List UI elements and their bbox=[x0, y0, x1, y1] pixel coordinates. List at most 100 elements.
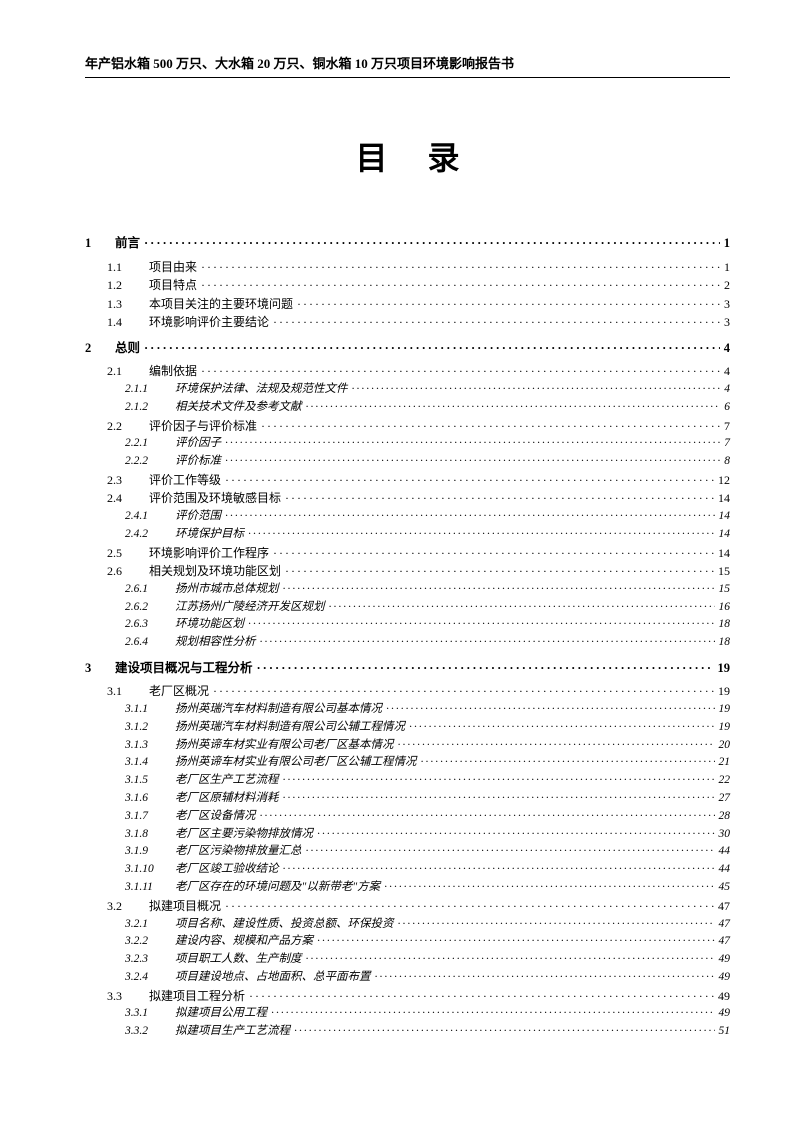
toc-leader-dots bbox=[352, 381, 721, 399]
toc-entry: 2.4.1评价范围14 bbox=[125, 508, 730, 526]
toc-entry-page: 1 bbox=[724, 258, 730, 277]
toc-entry-page: 22 bbox=[719, 772, 731, 790]
toc-entry-text: 本项目关注的主要环境问题 bbox=[149, 295, 293, 314]
table-of-contents: 1前言11.1项目由来11.2项目特点21.3本项目关注的主要环境问题31.4环… bbox=[85, 234, 730, 1041]
toc-entry: 3.1老厂区概况19 bbox=[107, 682, 730, 701]
toc-entry-page: 47 bbox=[718, 897, 730, 916]
toc-entry-text: 扬州英瑞汽车材料制造有限公司基本情况 bbox=[175, 701, 382, 719]
toc-entry-text: 编制依据 bbox=[149, 362, 197, 381]
toc-leader-dots bbox=[225, 508, 715, 526]
toc-entry-number: 2.6 bbox=[107, 562, 141, 581]
toc-entry: 3.2.1项目名称、建设性质、投资总额、环保投资47 bbox=[125, 916, 730, 934]
toc-entry-text: 评价因子 bbox=[175, 435, 221, 453]
toc-entry-number: 3.1.1 bbox=[125, 701, 167, 719]
toc-entry: 2.6.4规划相容性分析18 bbox=[125, 634, 730, 652]
toc-entry-text: 评价工作等级 bbox=[149, 471, 221, 490]
toc-entry-page: 20 bbox=[719, 737, 731, 755]
toc-entry-text: 规划相容性分析 bbox=[175, 634, 256, 652]
toc-leader-dots bbox=[306, 399, 721, 417]
toc-entry-number: 3.3.2 bbox=[125, 1023, 167, 1041]
toc-entry: 2.4评价范围及环境敏感目标14 bbox=[107, 489, 730, 508]
toc-entry-page: 27 bbox=[719, 790, 731, 808]
toc-entry-page: 47 bbox=[719, 933, 731, 951]
toc-leader-dots bbox=[317, 933, 715, 951]
toc-entry-page: 47 bbox=[719, 916, 731, 934]
toc-entry-text: 项目特点 bbox=[149, 276, 197, 295]
toc-entry: 1.4环境影响评价主要结论3 bbox=[107, 313, 730, 332]
toc-entry: 2.1编制依据4 bbox=[107, 362, 730, 381]
toc-entry-text: 评价因子与评价标准 bbox=[149, 417, 257, 436]
toc-entry-page: 49 bbox=[719, 951, 731, 969]
toc-entry-page: 51 bbox=[719, 1023, 731, 1041]
toc-entry-number: 2.4.2 bbox=[125, 526, 167, 544]
toc-entry: 2.6.1扬州市城市总体规划15 bbox=[125, 581, 730, 599]
toc-entry-text: 江苏扬州广陵经济开发区规划 bbox=[175, 599, 325, 617]
toc-entry: 3.3拟建项目工程分析49 bbox=[107, 987, 730, 1006]
toc-entry-text: 老厂区存在的环境问题及"以新带老"方案 bbox=[175, 879, 380, 897]
toc-entry-page: 15 bbox=[718, 562, 730, 581]
toc-leader-dots bbox=[285, 562, 714, 581]
toc-entry: 3.1.7老厂区设备情况28 bbox=[125, 808, 730, 826]
toc-entry: 3.2.4项目建设地点、占地面积、总平面布置49 bbox=[125, 969, 730, 987]
toc-entry: 3.1.9老厂区污染物排放量汇总44 bbox=[125, 843, 730, 861]
toc-entry-text: 环境影响评价工作程序 bbox=[149, 544, 269, 563]
toc-leader-dots bbox=[271, 1005, 715, 1023]
toc-entry-page: 1 bbox=[724, 234, 730, 253]
toc-leader-dots bbox=[283, 581, 715, 599]
toc-entry-text: 总则 bbox=[115, 339, 140, 358]
toc-leader-dots bbox=[260, 634, 715, 652]
toc-entry: 3.3.2拟建项目生产工艺流程51 bbox=[125, 1023, 730, 1041]
toc-leader-dots bbox=[248, 616, 715, 634]
toc-entry-page: 16 bbox=[719, 599, 731, 617]
toc-entry-number: 3.2.3 bbox=[125, 951, 167, 969]
toc-entry-text: 相关技术文件及参考文献 bbox=[175, 399, 302, 417]
toc-entry-page: 18 bbox=[719, 634, 731, 652]
toc-leader-dots bbox=[260, 808, 715, 826]
toc-entry-text: 扬州英瑞汽车材料制造有限公司公辅工程情况 bbox=[175, 719, 405, 737]
toc-leader-dots bbox=[201, 258, 720, 277]
toc-entry-page: 49 bbox=[719, 969, 731, 987]
toc-entry-page: 14 bbox=[719, 508, 731, 526]
toc-entry-text: 项目由来 bbox=[149, 258, 197, 277]
toc-entry-text: 扬州市城市总体规划 bbox=[175, 581, 279, 599]
toc-leader-dots bbox=[421, 754, 715, 772]
toc-entry-number: 3.3.1 bbox=[125, 1005, 167, 1023]
toc-entry-number: 3.2.2 bbox=[125, 933, 167, 951]
toc-leader-dots bbox=[297, 295, 720, 314]
toc-entry-text: 扬州英谛车材实业有限公司老厂区公辅工程情况 bbox=[175, 754, 417, 772]
toc-entry: 3.1.11老厂区存在的环境问题及"以新带老"方案45 bbox=[125, 879, 730, 897]
toc-entry: 3.1.3扬州英谛车材实业有限公司老厂区基本情况20 bbox=[125, 737, 730, 755]
toc-entry-number: 2.5 bbox=[107, 544, 141, 563]
toc-entry-page: 49 bbox=[719, 1005, 731, 1023]
toc-entry-text: 老厂区生产工艺流程 bbox=[175, 772, 279, 790]
toc-entry-page: 44 bbox=[719, 843, 731, 861]
toc-entry-number: 3.1.5 bbox=[125, 772, 167, 790]
toc-leader-dots bbox=[285, 489, 714, 508]
toc-entry-page: 3 bbox=[724, 295, 730, 314]
toc-leader-dots bbox=[317, 826, 715, 844]
toc-entry: 2.1.2相关技术文件及参考文献6 bbox=[125, 399, 730, 417]
toc-leader-dots bbox=[273, 313, 720, 332]
toc-entry-page: 4 bbox=[724, 339, 730, 358]
toc-leader-dots bbox=[283, 790, 715, 808]
toc-leader-dots bbox=[398, 737, 715, 755]
toc-entry-number: 2.1.1 bbox=[125, 381, 167, 399]
toc-entry: 3.2.2建设内容、规模和产品方案47 bbox=[125, 933, 730, 951]
toc-entry-text: 老厂区概况 bbox=[149, 682, 209, 701]
toc-entry-number: 1.3 bbox=[107, 295, 141, 314]
toc-entry-text: 前言 bbox=[115, 234, 140, 253]
toc-leader-dots bbox=[384, 879, 714, 897]
toc-entry: 1 前言 1 bbox=[85, 234, 730, 253]
toc-entry-page: 45 bbox=[719, 879, 731, 897]
toc-entry-number: 1 bbox=[85, 234, 107, 253]
toc-entry: 3.1.4扬州英谛车材实业有限公司老厂区公辅工程情况21 bbox=[125, 754, 730, 772]
toc-leader-dots bbox=[294, 1023, 715, 1041]
toc-entry-page: 44 bbox=[719, 861, 731, 879]
toc-entry-number: 3.1.6 bbox=[125, 790, 167, 808]
toc-leader-dots bbox=[213, 682, 714, 701]
toc-leader-dots bbox=[225, 453, 720, 471]
toc-entry-page: 4 bbox=[724, 362, 730, 381]
toc-leader-dots bbox=[261, 417, 720, 436]
toc-leader-dots bbox=[225, 471, 714, 490]
toc-entry: 2.2评价因子与评价标准7 bbox=[107, 417, 730, 436]
